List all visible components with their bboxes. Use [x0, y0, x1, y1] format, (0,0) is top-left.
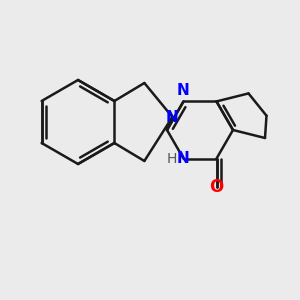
Text: N: N — [166, 110, 179, 124]
Text: H: H — [166, 152, 176, 166]
Text: N: N — [177, 83, 190, 98]
Text: N: N — [177, 151, 190, 166]
Text: O: O — [209, 178, 224, 196]
